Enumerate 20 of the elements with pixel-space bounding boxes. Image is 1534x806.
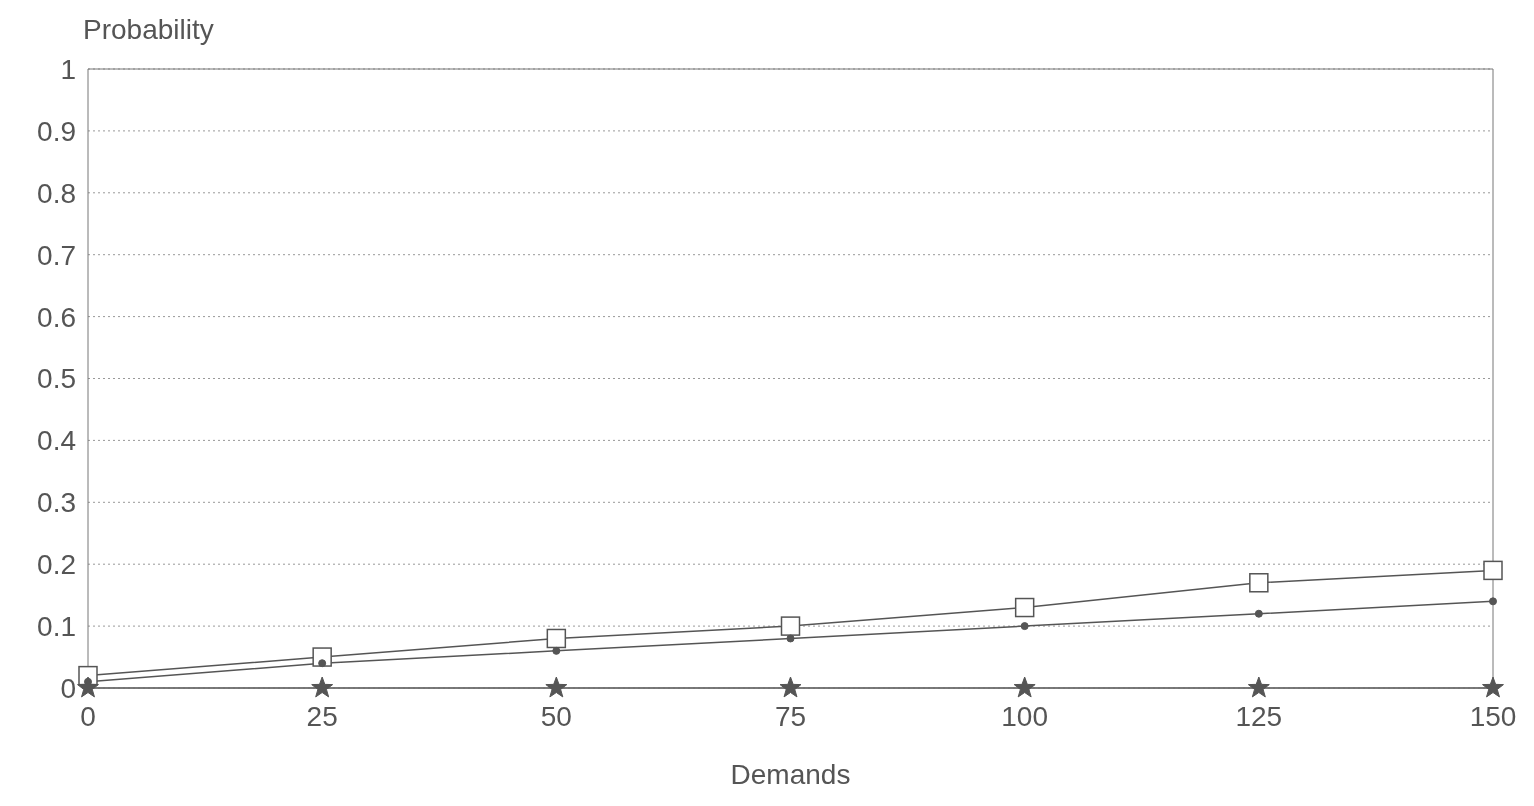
x-axis-title: Demands bbox=[730, 759, 851, 790]
x-tick-label: 75 bbox=[774, 700, 807, 732]
y-tick-label: 0.5 bbox=[37, 363, 76, 395]
x-tick-label: 25 bbox=[306, 700, 338, 732]
x-tick-label: 0 bbox=[80, 700, 96, 732]
y-tick-label: 0.8 bbox=[37, 177, 76, 209]
y-tick-label: 0.2 bbox=[37, 549, 76, 581]
x-tick-label: 100 bbox=[1001, 700, 1049, 732]
x-tick-label: 50 bbox=[540, 700, 572, 732]
y-tick-label: 0 bbox=[60, 672, 76, 704]
y-tick-label: 0.9 bbox=[37, 115, 76, 147]
y-tick-label: 0.1 bbox=[37, 611, 76, 643]
x-tick-label: 150 bbox=[1469, 700, 1517, 732]
x-tick-label: 125 bbox=[1235, 700, 1283, 732]
y-tick-label: 0.3 bbox=[37, 487, 76, 519]
y-tick-label: 0.4 bbox=[37, 425, 76, 457]
y-tick-label: 0.6 bbox=[37, 301, 76, 333]
y-tick-label: 0.7 bbox=[37, 239, 76, 271]
y-tick-label: 1 bbox=[60, 53, 76, 85]
y-axis-title: Probability bbox=[83, 14, 214, 46]
